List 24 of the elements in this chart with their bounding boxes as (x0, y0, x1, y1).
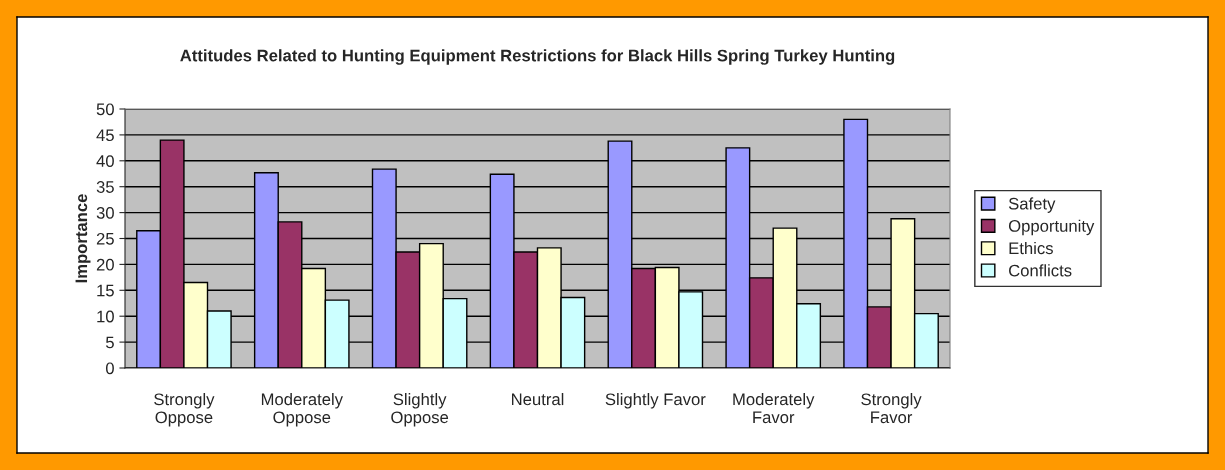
legend-label: Safety (1008, 197, 1056, 213)
y-tick-label: 45 (96, 129, 114, 142)
y-tick-label: 30 (96, 207, 114, 219)
x-tick-label: Moderately Oppose (261, 393, 343, 427)
y-axis-title: Importance (75, 194, 91, 283)
y-tick-label: 15 (97, 284, 114, 297)
chart-title: Attitudes Related to Hunting Equipment Restrictions for Black Hills Spring Turkey Hunting (180, 49, 895, 65)
y-tick-label: 0 (105, 362, 114, 375)
x-tick-label: Slightly Favor (605, 393, 706, 409)
y-tick-label: 5 (105, 336, 114, 349)
x-tick-label: Moderately Favor (733, 393, 815, 424)
x-tick-label: Neutral (512, 393, 564, 406)
legend-label: Opportunity (1008, 219, 1095, 236)
legend-label: Ethics (1009, 241, 1053, 255)
x-tick-label: Strongly Favor (861, 393, 922, 424)
x-tick-label: Slightly Oppose (391, 393, 449, 427)
y-tick-label: 25 (96, 232, 114, 245)
y-tick-label: 10 (97, 310, 114, 323)
y-tick-label: 20 (96, 258, 114, 271)
legend-label: Conflicts (1009, 264, 1072, 277)
y-tick-label: 40 (96, 155, 114, 167)
y-tick-label: 50 (96, 103, 114, 116)
x-tick-label: Strongly Oppose (154, 393, 215, 427)
y-tick-label: 35 (96, 181, 114, 193)
